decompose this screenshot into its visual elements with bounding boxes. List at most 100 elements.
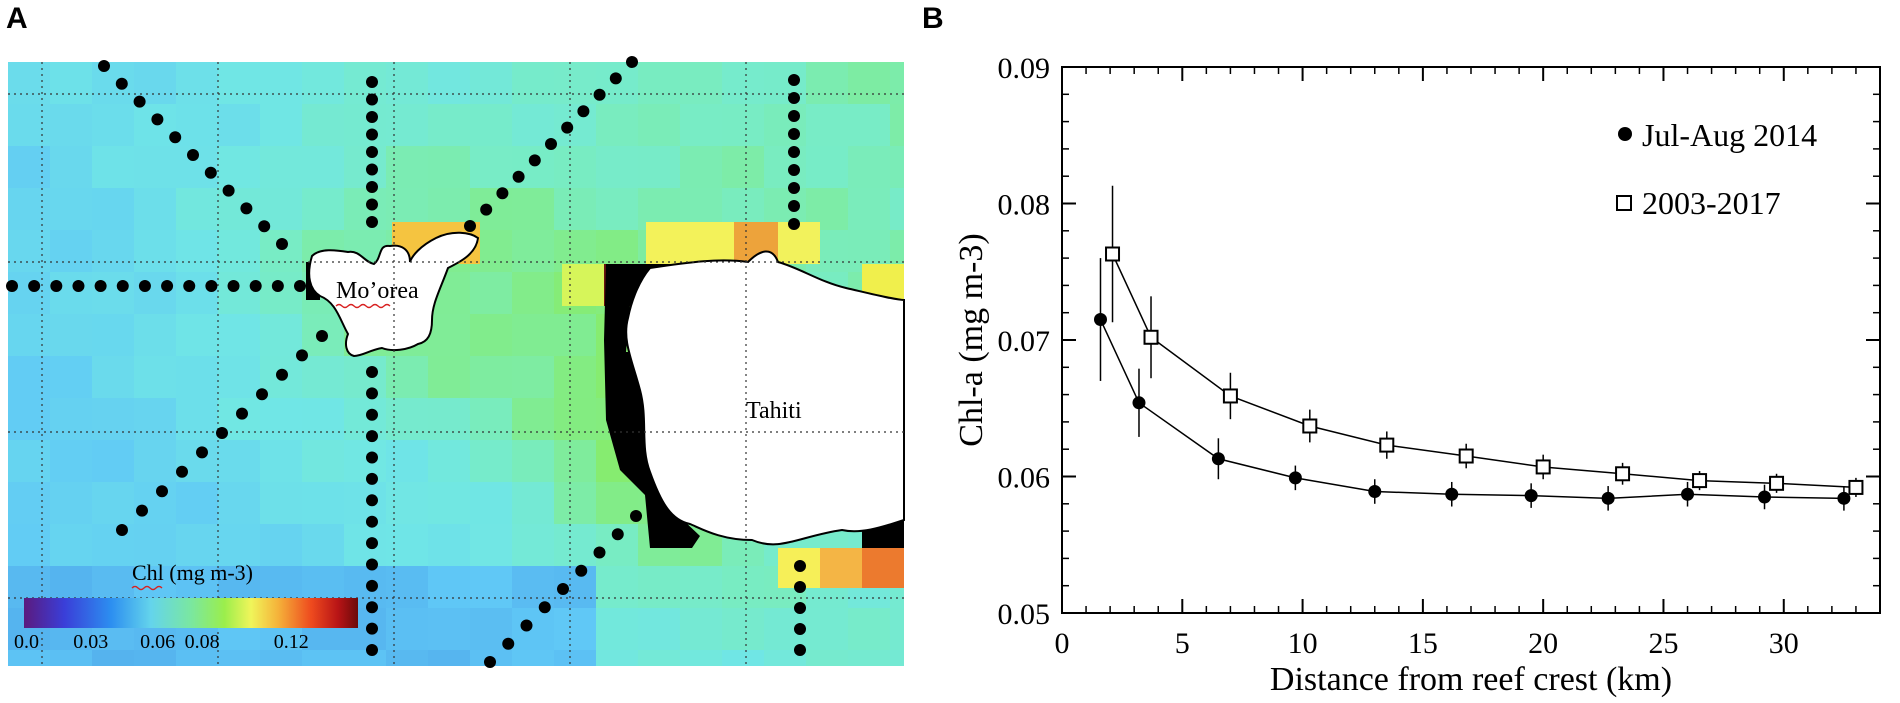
transect-dot: [187, 149, 199, 161]
transect-dot: [116, 280, 129, 292]
map-pixel: [92, 272, 135, 315]
map-pixel: [134, 650, 177, 666]
map-pixel: [344, 146, 387, 189]
map-pixel: [722, 608, 765, 651]
data-point-2003-2017: [1535, 459, 1551, 475]
transect-dot: [528, 154, 541, 167]
map-pixel: [386, 482, 429, 525]
transect-dot: [794, 623, 806, 635]
data-point-2003-2017: [1105, 246, 1121, 262]
transect-dot: [561, 121, 574, 134]
map-pixel: [218, 356, 261, 399]
map-pixel: [8, 62, 51, 105]
transect-dot: [593, 546, 606, 559]
map-pixel: [344, 650, 387, 666]
map-pixel: [218, 272, 261, 315]
map-pixel: [512, 188, 555, 231]
map-pixel: [806, 62, 849, 105]
map-pixel: [8, 356, 51, 399]
map-pixel: [470, 440, 513, 483]
map-pixel: [554, 524, 597, 567]
transect-dot: [366, 472, 378, 485]
transect-dot: [98, 60, 110, 72]
map-pixel: [470, 524, 513, 567]
transect-dot: [366, 494, 378, 507]
map-pixel: [722, 650, 765, 666]
map-pixel: [218, 314, 261, 357]
map-pixel: [512, 650, 555, 666]
map-pixel: [92, 62, 135, 105]
map-pixel: [50, 314, 93, 357]
map-pixel: [134, 314, 177, 357]
map-pixel: [680, 104, 723, 147]
transect-dot: [788, 128, 800, 140]
map-pixel: [344, 356, 387, 399]
map-pixel: [8, 230, 51, 273]
map-pixel: [806, 104, 849, 147]
map-pixel: [554, 356, 597, 399]
map-pixel: [218, 524, 261, 567]
colorbar-tick-label: 0.12: [274, 631, 309, 653]
map-pixel: [554, 146, 597, 189]
colorbar-title-underline: [131, 585, 163, 591]
map-pixel: [890, 608, 904, 651]
map-pixel: [134, 440, 177, 483]
map-pixel: [596, 104, 639, 147]
sampling-transects: [6, 56, 806, 668]
map-pixel: [638, 104, 681, 147]
map-pixel: [764, 650, 807, 666]
transect-dot: [512, 170, 525, 183]
map-pixel: [260, 314, 303, 357]
transect-dot: [366, 537, 378, 550]
map-pixel: [218, 104, 261, 147]
map-pixel: [8, 188, 51, 231]
transect-dot: [788, 164, 800, 176]
transect-dot: [205, 280, 218, 292]
map-pixel: [302, 398, 345, 441]
map-pixel: [680, 650, 723, 666]
data-point-2003-2017: [1615, 466, 1631, 482]
map-pixel: [134, 356, 177, 399]
map-pixel: [386, 146, 429, 189]
map-pixel: [848, 104, 891, 147]
x-tick-label: 30: [1769, 627, 1799, 660]
map-pixel: [92, 230, 135, 273]
transect-dot: [794, 560, 806, 572]
map-pixel: [722, 566, 765, 609]
map-pixel: [92, 314, 135, 357]
map-pixel: [386, 608, 429, 651]
transect-dot: [258, 220, 271, 233]
map-pixel: [680, 62, 723, 105]
data-point-jul-aug-2014: [1368, 485, 1382, 499]
map-pixel: [302, 650, 345, 666]
colorbar-ticks: 0.0 0.03 0.06 0.08 0.12: [14, 631, 309, 653]
y-tick-label: 0.08: [998, 189, 1051, 222]
map-pixel: [134, 230, 177, 273]
y-tick-label: 0.05: [998, 598, 1051, 631]
map-pixel: [344, 104, 387, 147]
map-pixel: [8, 650, 51, 666]
transect-dot: [788, 218, 800, 230]
map-pixel: [512, 566, 555, 609]
map-pixel: [92, 482, 135, 525]
map-pixel: [50, 188, 93, 231]
transect-dot: [227, 280, 240, 292]
map-pixel: [302, 440, 345, 483]
map-pixel: [554, 608, 597, 651]
map-pixel: [8, 104, 51, 147]
transect-dot: [271, 280, 284, 292]
transect-dot: [176, 465, 188, 478]
transect-dot: [240, 202, 253, 215]
map-pixel: [50, 482, 93, 525]
map-pixel: [92, 188, 135, 231]
map-pixel: [428, 524, 471, 567]
map-pixel: [848, 650, 891, 666]
data-point-2003-2017: [1848, 479, 1864, 495]
map-pixel: [134, 398, 177, 441]
map-pixel: [764, 146, 807, 189]
map-pixel: [848, 188, 891, 231]
legend-marker-2003-2017: [1616, 195, 1632, 211]
transect-dot: [480, 203, 493, 216]
colorbar-tick-label: 0.03: [73, 631, 108, 653]
map-pixel: [554, 650, 597, 666]
